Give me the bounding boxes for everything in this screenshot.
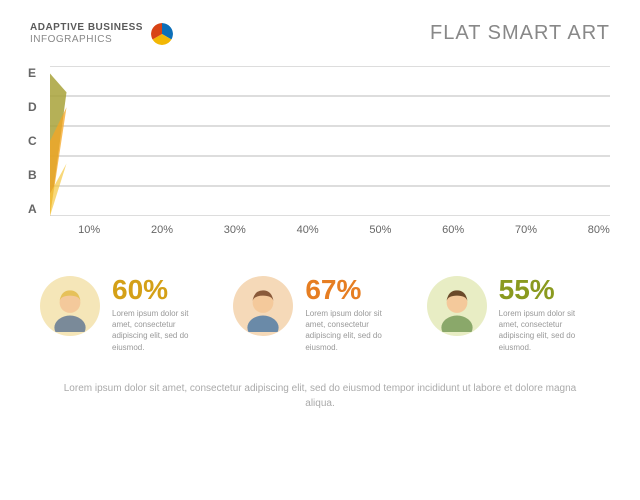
page-title: FLAT SMART ART bbox=[430, 22, 610, 45]
stat-percent: 67% bbox=[305, 276, 395, 304]
y-tick: B bbox=[28, 168, 37, 182]
x-tick: 70% bbox=[515, 224, 537, 236]
area-chart: E D C B A 10% 20% 30% 40% 50% 60% 70% 80% bbox=[30, 66, 610, 246]
stat-block: 60% Lorem ipsum dolor sit amet, consectet… bbox=[40, 276, 213, 353]
y-tick: D bbox=[28, 100, 37, 114]
stat-desc: Lorem ipsum dolor sit amet, consectetur … bbox=[499, 308, 589, 353]
stat-block: 67% Lorem ipsum dolor sit amet, consectet… bbox=[233, 276, 406, 353]
stat-percent: 60% bbox=[112, 276, 202, 304]
x-tick: 80% bbox=[588, 224, 610, 236]
x-tick: 30% bbox=[224, 224, 246, 236]
avatar-icon bbox=[233, 276, 293, 336]
y-tick: E bbox=[28, 66, 37, 80]
stat-block: 55% Lorem ipsum dolor sit amet, consectet… bbox=[427, 276, 600, 353]
x-tick: 10% bbox=[78, 224, 100, 236]
stat-desc: Lorem ipsum dolor sit amet, consectetur … bbox=[112, 308, 202, 353]
x-tick: 50% bbox=[369, 224, 391, 236]
avatar-icon bbox=[427, 276, 487, 336]
x-tick: 60% bbox=[442, 224, 464, 236]
footer-text: Lorem ipsum dolor sit amet, consectetur … bbox=[0, 363, 640, 411]
avatar-icon bbox=[40, 276, 100, 336]
brand: ADAPTIVE BUSINESS INFOGRAPHICS bbox=[30, 22, 173, 46]
brand-line1: ADAPTIVE BUSINESS bbox=[30, 22, 143, 34]
brand-line2: INFOGRAPHICS bbox=[30, 34, 143, 46]
logo-pie-icon bbox=[151, 23, 173, 45]
stat-desc: Lorem ipsum dolor sit amet, consectetur … bbox=[305, 308, 395, 353]
stat-percent: 55% bbox=[499, 276, 589, 304]
x-tick: 40% bbox=[297, 224, 319, 236]
y-tick: C bbox=[28, 134, 37, 148]
x-tick: 20% bbox=[151, 224, 173, 236]
y-tick: A bbox=[28, 202, 37, 216]
